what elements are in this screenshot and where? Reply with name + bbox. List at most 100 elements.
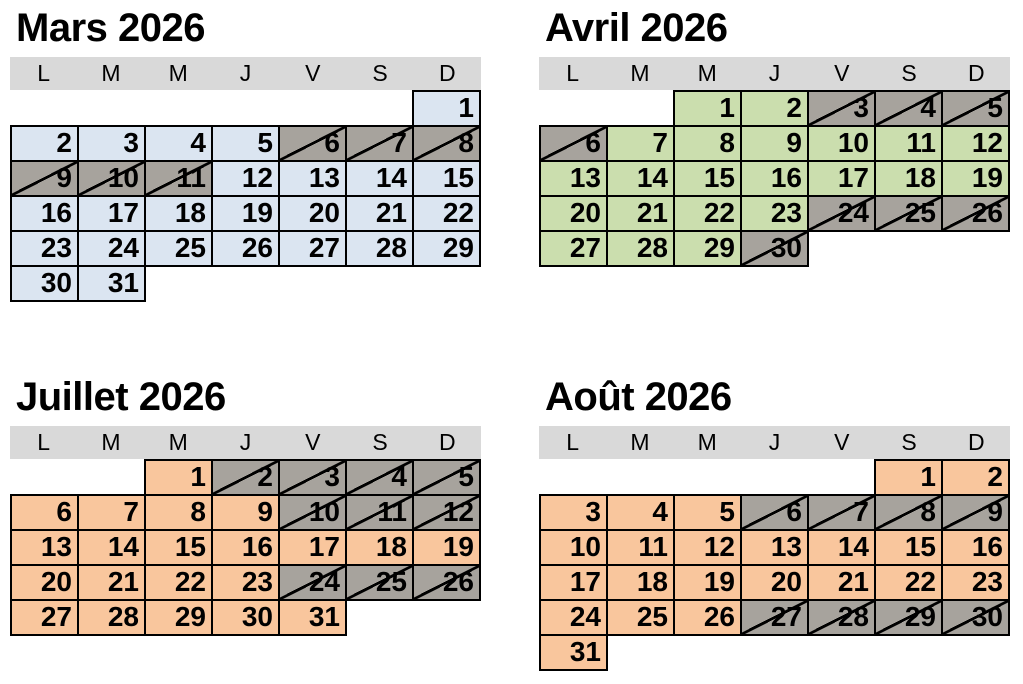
day-cell: 9 [211, 494, 280, 531]
empty-cell [412, 599, 481, 636]
day-cell-unavailable: 5 [941, 90, 1010, 127]
day-cell: 11 [874, 125, 943, 162]
week-row: 1 [10, 90, 481, 127]
day-cell-unavailable: 8 [412, 125, 481, 162]
day-cell: 28 [345, 230, 414, 267]
day-cell: 21 [77, 564, 146, 601]
day-cell: 24 [77, 230, 146, 267]
empty-cell [278, 90, 347, 127]
calendar-grid: 1 2 3 4 5 6 7 8 9 10 11 12 13 14 15 16 17 18 19 20 21 22 23 24 2… [10, 459, 481, 636]
week-row: 20 21 22 23 24 25 26 [539, 195, 1010, 232]
day-cell: 15 [412, 160, 481, 197]
weekday-label: S [372, 429, 388, 455]
day-cell-unavailable: 4 [874, 90, 943, 127]
week-row: 27 28 29 30 [539, 230, 1010, 267]
day-cell: 24 [539, 599, 608, 636]
day-cell: 23 [211, 564, 280, 601]
weekday-label: V [834, 429, 850, 455]
day-cell: 14 [606, 160, 675, 197]
empty-cell [807, 230, 876, 267]
empty-cell [211, 265, 280, 302]
week-row: 6 7 8 9 10 11 12 [539, 125, 1010, 162]
calendar-title: Juillet 2026 [16, 375, 226, 419]
weekday-label: V [834, 60, 850, 86]
empty-cell [278, 265, 347, 302]
calendar-grid: 1 2 3 4 5 6 7 8 9 10 11 12 13 14 15 16 17 18 19 20 21 22 23 24 2… [10, 90, 481, 302]
week-row: 23 24 25 26 27 28 29 [10, 230, 481, 267]
day-cell: 2 [10, 125, 79, 162]
day-cell-unavailable: 30 [941, 599, 1010, 636]
day-cell: 4 [606, 494, 675, 531]
day-cell: 10 [807, 125, 876, 162]
day-cell: 17 [77, 195, 146, 232]
day-cell: 12 [673, 529, 742, 566]
empty-cell [941, 230, 1010, 267]
day-cell-unavailable: 11 [144, 160, 213, 197]
day-cell-unavailable: 9 [10, 160, 79, 197]
week-row: 30 31 [10, 265, 481, 302]
day-cell: 19 [211, 195, 280, 232]
empty-cell [10, 90, 79, 127]
day-cell: 31 [278, 599, 347, 636]
weekday-label: J [768, 60, 781, 86]
day-cell-unavailable: 4 [345, 459, 414, 496]
weekday-label: M [697, 429, 717, 455]
day-cell: 16 [211, 529, 280, 566]
empty-cell [77, 90, 146, 127]
empty-cell [874, 634, 943, 671]
empty-cell [740, 459, 809, 496]
day-cell: 12 [211, 160, 280, 197]
day-cell-unavailable: 26 [412, 564, 481, 601]
day-cell-unavailable: 30 [740, 230, 809, 267]
day-cell: 10 [539, 529, 608, 566]
day-cell: 14 [345, 160, 414, 197]
day-cell-unavailable: 28 [807, 599, 876, 636]
weekday-label: J [768, 429, 781, 455]
day-cell: 5 [211, 125, 280, 162]
empty-cell [144, 265, 213, 302]
day-cell: 3 [539, 494, 608, 531]
weekday-label: M [168, 429, 188, 455]
weekday-label: J [239, 60, 252, 86]
week-row: 9 10 11 12 13 14 15 [10, 160, 481, 197]
day-cell: 26 [673, 599, 742, 636]
day-cell: 20 [278, 195, 347, 232]
week-row: 17 18 19 20 21 22 23 [539, 564, 1010, 601]
empty-cell [606, 90, 675, 127]
day-cell: 19 [941, 160, 1010, 197]
week-row: 24 25 26 27 28 29 30 [539, 599, 1010, 636]
day-cell-unavailable: 3 [807, 90, 876, 127]
day-cell-unavailable: 11 [345, 494, 414, 531]
weekday-label: M [101, 60, 121, 86]
day-cell: 30 [211, 599, 280, 636]
weekday-label: L [37, 60, 51, 86]
empty-cell [807, 634, 876, 671]
day-cell: 28 [77, 599, 146, 636]
empty-cell [941, 634, 1010, 671]
weekday-label: M [697, 60, 717, 86]
weekday-label: L [566, 60, 580, 86]
day-cell: 13 [740, 529, 809, 566]
empty-cell [144, 90, 213, 127]
day-cell: 1 [412, 90, 481, 127]
empty-cell [539, 459, 608, 496]
empty-cell [345, 265, 414, 302]
day-cell: 26 [211, 230, 280, 267]
day-cell: 1 [673, 90, 742, 127]
day-cell: 14 [77, 529, 146, 566]
day-cell: 9 [740, 125, 809, 162]
empty-cell [345, 599, 414, 636]
day-cell: 14 [807, 529, 876, 566]
day-cell: 15 [874, 529, 943, 566]
day-cell: 13 [278, 160, 347, 197]
day-cell-unavailable: 6 [278, 125, 347, 162]
day-cell: 19 [412, 529, 481, 566]
empty-cell [345, 90, 414, 127]
day-cell: 21 [807, 564, 876, 601]
day-cell: 13 [539, 160, 608, 197]
